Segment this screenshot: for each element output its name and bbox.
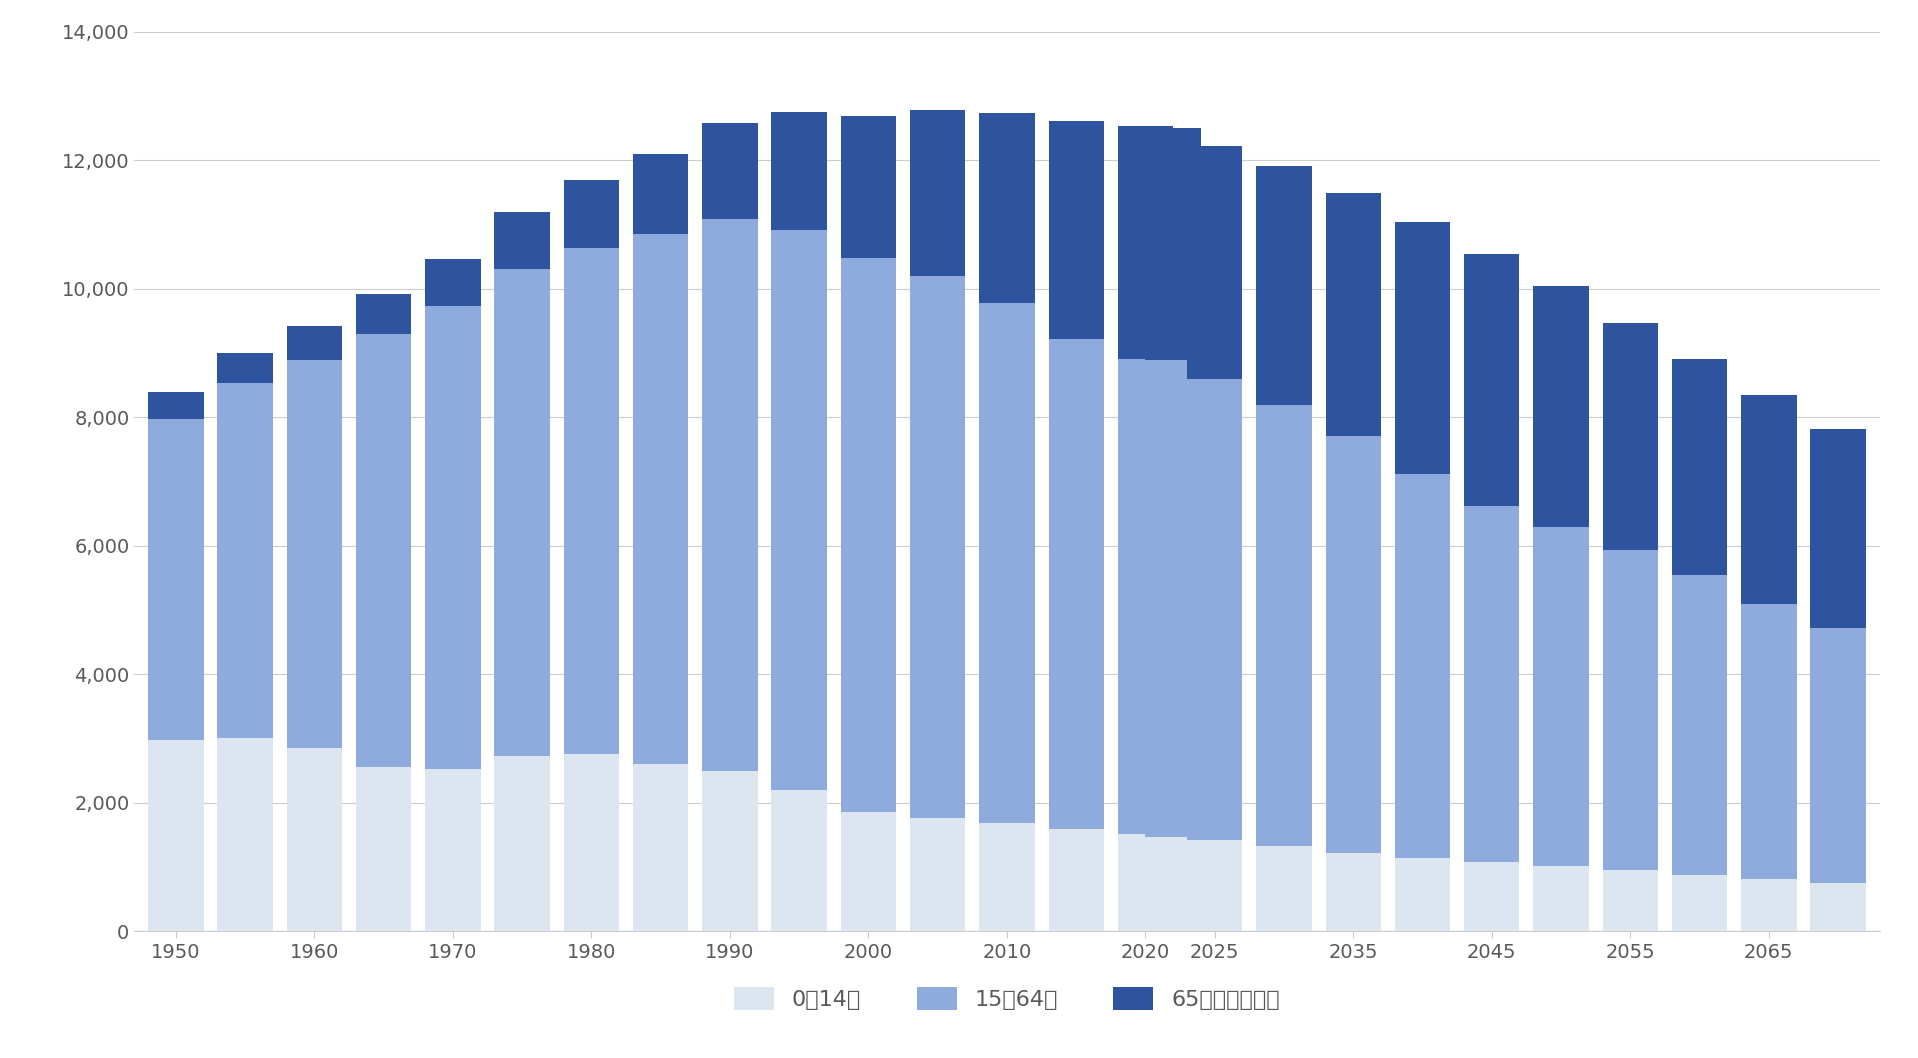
Bar [1603,323,1657,550]
Bar [771,789,827,931]
Bar [1325,853,1381,931]
Bar [495,269,550,756]
Bar [1532,867,1588,931]
Bar [1187,380,1243,840]
Bar [1394,858,1450,931]
Bar [217,352,272,383]
Bar [840,116,896,257]
Bar [702,771,758,931]
Bar [1463,254,1519,506]
Bar [1394,474,1450,858]
Bar [1811,430,1866,628]
Bar [840,257,896,813]
Bar [1145,837,1201,931]
Bar [771,230,827,789]
Bar [148,419,203,740]
Bar [633,234,689,764]
Bar [1811,628,1866,883]
Bar [909,276,965,818]
Bar [771,112,827,230]
Bar [840,813,896,931]
Bar [1811,883,1866,931]
Bar [564,248,620,754]
Bar [909,818,965,931]
Bar [633,153,689,234]
Bar [217,737,272,931]
Bar [1049,121,1105,339]
Bar [1603,550,1657,871]
Bar [1145,360,1201,837]
Bar [1672,359,1728,574]
Bar [1118,126,1174,359]
Bar [1325,436,1381,853]
Legend: 0～14歳, 15～64歳, 65歳以上（計）: 0～14歳, 15～64歳, 65歳以上（計） [725,979,1289,1019]
Bar [1256,404,1312,846]
Bar [286,360,341,748]
Bar [1742,879,1797,931]
Bar [564,180,620,248]
Bar [1672,574,1728,875]
Bar [1187,840,1243,931]
Bar [286,748,341,931]
Bar [1256,166,1312,404]
Bar [1463,862,1519,931]
Bar [1532,527,1588,867]
Bar [495,756,550,931]
Bar [1463,506,1519,862]
Bar [357,767,410,931]
Bar [1118,359,1174,835]
Bar [1532,286,1588,527]
Bar [909,110,965,276]
Bar [217,383,272,737]
Bar [357,294,410,334]
Bar [980,303,1034,823]
Bar [1256,846,1312,931]
Bar [148,393,203,419]
Bar [1742,395,1797,603]
Bar [495,213,550,269]
Bar [1603,871,1657,931]
Bar [1118,835,1174,931]
Bar [1187,146,1243,380]
Bar [1049,828,1105,931]
Bar [426,306,481,769]
Bar [564,754,620,931]
Bar [1325,193,1381,436]
Bar [1394,222,1450,474]
Bar [148,740,203,931]
Bar [426,769,481,931]
Bar [980,823,1034,931]
Bar [702,124,758,219]
Bar [357,334,410,767]
Bar [980,113,1034,303]
Bar [1742,603,1797,879]
Bar [633,764,689,931]
Bar [1672,875,1728,931]
Bar [1145,128,1201,360]
Bar [286,326,341,360]
Bar [426,259,481,306]
Bar [702,219,758,771]
Bar [1049,339,1105,828]
